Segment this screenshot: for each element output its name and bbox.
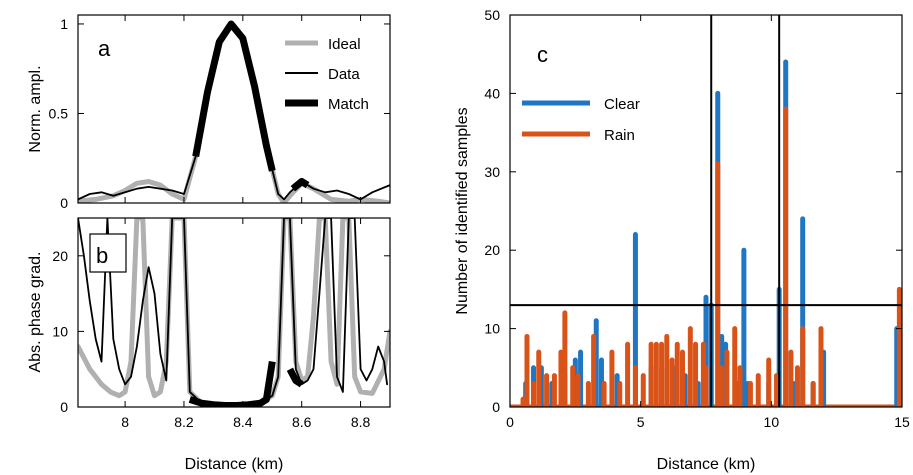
- panel-a-ylabel: Norm. ampl.: [27, 65, 44, 152]
- panel-c: 0 5 10 15 0 10 20 30 40 50 c Number of identified…: [454, 7, 910, 473]
- panel-c-xtick-label: 15: [894, 414, 910, 430]
- panel-b-ylabel: Abs. phase grad.: [27, 252, 44, 373]
- panel-b-xtick-label: 8: [121, 414, 129, 430]
- legend-ideal-label: Ideal: [328, 36, 361, 53]
- panel-b-series-match-line: [286, 367, 304, 388]
- panel-a-ytick-label: 0.5: [49, 105, 69, 121]
- panel-a-ticks: 00.51: [49, 15, 390, 211]
- panel-b-label-box: [89, 233, 127, 273]
- panel-c-xlabel: Distance (km): [657, 456, 756, 473]
- panel-b-series-match-line: [188, 361, 276, 407]
- panel-b-ticks: 8 8.2 8.4 8.6 8.8 0 10 20: [52, 218, 390, 430]
- panel-c-ytick-label: 10: [484, 321, 500, 337]
- panel-b-xtick-label: 8.4: [233, 414, 253, 430]
- legend-match-label: Match: [328, 96, 369, 113]
- legend-rain-label: Rain: [604, 127, 635, 144]
- panel-b-xlabel: Distance (km): [185, 456, 284, 473]
- panel-c-frame: [509, 14, 903, 408]
- panel-a-ytick-label: 0: [60, 195, 68, 211]
- panel-c-ytick-label: 30: [484, 164, 500, 180]
- legend-data-label: Data: [328, 66, 360, 83]
- panel-a-label: a: [98, 36, 111, 61]
- panel-c-ytick-label: 50: [484, 7, 500, 23]
- panel-b-xtick-label: 8.2: [174, 414, 194, 430]
- panel-c-ylabel: Number of identified samples: [454, 107, 471, 314]
- panel-c-xtick-label: 10: [764, 414, 780, 430]
- panel-a-frame: [77, 14, 391, 204]
- panel-a-series-match-line: [290, 178, 310, 192]
- panel-b-ytick-label: 10: [52, 323, 68, 339]
- panel-b-frame: [77, 217, 391, 408]
- panel-c-ticks: 0 5 10 15 0 10 20 30 40 50: [484, 7, 910, 430]
- panel-b-label: b: [96, 243, 108, 268]
- panel-c-ytick-label: 20: [484, 242, 500, 258]
- panel-a-ytick-label: 1: [60, 16, 68, 32]
- panel-a-series-match-line: [192, 20, 276, 172]
- panel-b-xtick-label: 8.8: [351, 414, 371, 430]
- panel-b-xtick-label: 8.6: [292, 414, 312, 430]
- panel-c-xtick-label: 5: [637, 414, 645, 430]
- panel-c-ytick-label: 40: [484, 85, 500, 101]
- panel-b: 8 8.2 8.4 8.6 8.8 0 10 20 b Abs. phase grad. Di…: [27, 217, 391, 473]
- panel-c-xtick-label: 0: [506, 414, 514, 430]
- panel-b-ytick-label: 0: [60, 399, 68, 415]
- panel-c-legend: Clear Rain: [522, 96, 640, 144]
- panel-a-legend: Ideal Data Match: [285, 36, 369, 113]
- panel-c-ytick-label: 0: [492, 399, 500, 415]
- legend-clear-label: Clear: [604, 96, 640, 113]
- panel-c-label: c: [537, 42, 548, 67]
- panel-b-ytick-label: 20: [52, 248, 68, 264]
- panel-a: 00.51 a Norm. ampl. Ideal Data Match: [27, 14, 391, 211]
